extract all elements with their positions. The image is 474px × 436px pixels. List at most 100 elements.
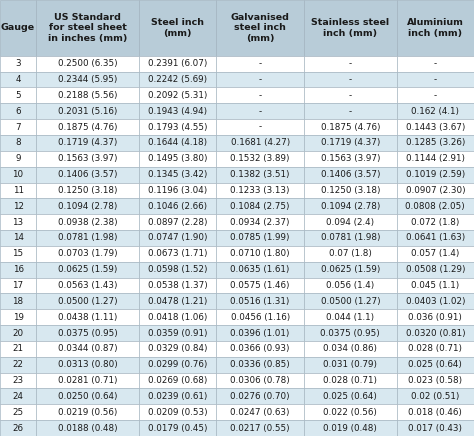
Bar <box>304 72 397 88</box>
Text: 6: 6 <box>15 107 21 116</box>
Text: 0.0516 (1.31): 0.0516 (1.31) <box>230 297 290 306</box>
Bar <box>36 0 139 56</box>
Text: 0.0344 (0.87): 0.0344 (0.87) <box>58 344 118 353</box>
Bar <box>304 357 397 373</box>
Text: 0.2391 (6.07): 0.2391 (6.07) <box>148 59 208 68</box>
Bar <box>304 56 397 72</box>
Text: 0.0306 (0.78): 0.0306 (0.78) <box>230 376 290 385</box>
Bar <box>217 167 304 183</box>
Bar <box>0 278 36 293</box>
Bar <box>217 309 304 325</box>
Bar <box>139 373 217 388</box>
Text: 0.036 (0.91): 0.036 (0.91) <box>409 313 462 322</box>
Text: 5: 5 <box>15 91 21 100</box>
Bar <box>304 262 397 278</box>
Text: 0.0217 (0.55): 0.0217 (0.55) <box>230 424 290 433</box>
Bar <box>217 88 304 103</box>
Text: -: - <box>259 123 262 132</box>
Bar <box>217 373 304 388</box>
Bar <box>36 56 139 72</box>
Text: 0.1046 (2.66): 0.1046 (2.66) <box>148 202 207 211</box>
Text: 0.0625 (1.59): 0.0625 (1.59) <box>58 265 117 274</box>
Bar <box>304 167 397 183</box>
Text: 0.0269 (0.68): 0.0269 (0.68) <box>148 376 208 385</box>
Bar <box>217 151 304 167</box>
Bar <box>36 183 139 198</box>
Text: 16: 16 <box>12 265 24 274</box>
Text: 0.1719 (4.37): 0.1719 (4.37) <box>320 139 380 147</box>
Text: 13: 13 <box>12 218 24 227</box>
Bar <box>217 246 304 262</box>
Text: 0.028 (0.71): 0.028 (0.71) <box>323 376 377 385</box>
Bar <box>0 135 36 151</box>
Bar <box>397 404 474 420</box>
Bar <box>139 103 217 119</box>
Bar <box>397 214 474 230</box>
Text: 0.2031 (5.16): 0.2031 (5.16) <box>58 107 117 116</box>
Text: 0.0179 (0.45): 0.0179 (0.45) <box>148 424 208 433</box>
Bar <box>397 151 474 167</box>
Text: 22: 22 <box>12 360 24 369</box>
Bar <box>36 325 139 341</box>
Text: 0.02 (0.51): 0.02 (0.51) <box>411 392 460 401</box>
Text: -: - <box>259 107 262 116</box>
Text: 0.0508 (1.29): 0.0508 (1.29) <box>406 265 465 274</box>
Bar <box>139 420 217 436</box>
Bar <box>217 230 304 246</box>
Text: 0.1563 (3.97): 0.1563 (3.97) <box>320 154 380 163</box>
Bar <box>36 151 139 167</box>
Text: 0.1382 (3.51): 0.1382 (3.51) <box>230 170 290 179</box>
Text: 0.031 (0.79): 0.031 (0.79) <box>323 360 377 369</box>
Bar <box>36 420 139 436</box>
Text: 0.0329 (0.84): 0.0329 (0.84) <box>148 344 208 353</box>
Text: 25: 25 <box>12 408 24 417</box>
Bar <box>304 119 397 135</box>
Bar <box>397 278 474 293</box>
Bar <box>139 230 217 246</box>
Text: 0.022 (0.56): 0.022 (0.56) <box>323 408 377 417</box>
Bar <box>139 119 217 135</box>
Bar <box>397 262 474 278</box>
Bar <box>397 167 474 183</box>
Text: -: - <box>259 91 262 100</box>
Bar <box>304 309 397 325</box>
Bar <box>397 341 474 357</box>
Text: 0.028 (0.71): 0.028 (0.71) <box>409 344 462 353</box>
Text: 4: 4 <box>15 75 21 84</box>
Text: 0.0209 (0.53): 0.0209 (0.53) <box>148 408 208 417</box>
Bar <box>304 373 397 388</box>
Text: -: - <box>349 75 352 84</box>
Text: 0.0710 (1.80): 0.0710 (1.80) <box>230 249 290 258</box>
Bar <box>217 293 304 309</box>
Text: 0.0934 (2.37): 0.0934 (2.37) <box>230 218 290 227</box>
Bar <box>217 56 304 72</box>
Bar <box>139 135 217 151</box>
Bar <box>139 309 217 325</box>
Bar <box>217 278 304 293</box>
Bar <box>0 293 36 309</box>
Text: 0.1019 (2.59): 0.1019 (2.59) <box>406 170 465 179</box>
Bar <box>397 373 474 388</box>
Text: 0.1233 (3.13): 0.1233 (3.13) <box>230 186 290 195</box>
Text: 0.1406 (3.57): 0.1406 (3.57) <box>58 170 118 179</box>
Bar <box>0 341 36 357</box>
Text: 0.0396 (1.01): 0.0396 (1.01) <box>230 329 290 337</box>
Bar <box>0 167 36 183</box>
Text: 0.1084 (2.75): 0.1084 (2.75) <box>230 202 290 211</box>
Text: 0.0598 (1.52): 0.0598 (1.52) <box>148 265 208 274</box>
Bar <box>217 72 304 88</box>
Text: 0.1345 (3.42): 0.1345 (3.42) <box>148 170 208 179</box>
Text: 0.1094 (2.78): 0.1094 (2.78) <box>320 202 380 211</box>
Bar <box>217 404 304 420</box>
Text: 26: 26 <box>12 424 24 433</box>
Text: 18: 18 <box>12 297 24 306</box>
Text: -: - <box>434 91 437 100</box>
Text: 23: 23 <box>12 376 24 385</box>
Bar <box>304 388 397 404</box>
Text: 0.0438 (1.11): 0.0438 (1.11) <box>58 313 117 322</box>
Text: 0.1681 (4.27): 0.1681 (4.27) <box>230 139 290 147</box>
Bar <box>304 293 397 309</box>
Bar <box>304 151 397 167</box>
Bar <box>139 72 217 88</box>
Text: 0.025 (0.64): 0.025 (0.64) <box>409 360 462 369</box>
